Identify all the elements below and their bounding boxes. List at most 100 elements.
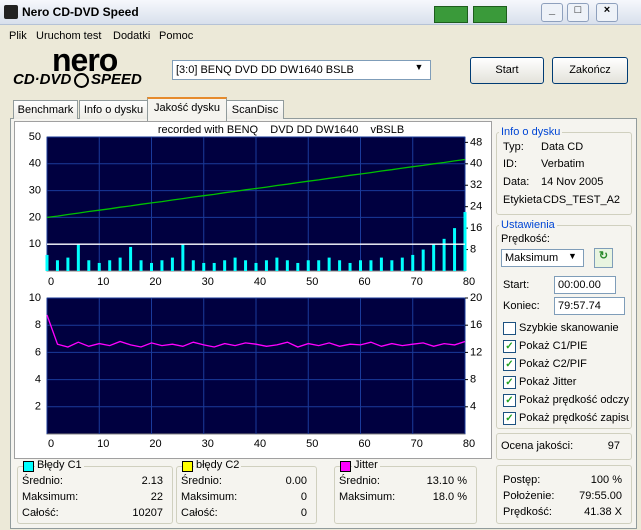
speed-label: Prędkość: bbox=[501, 233, 550, 245]
dropdown-arrow[interactable]: ▼ bbox=[414, 62, 424, 72]
bar bbox=[233, 257, 237, 271]
bar bbox=[129, 246, 133, 271]
bar bbox=[223, 260, 227, 271]
y2-tick-label: 40 bbox=[470, 158, 482, 170]
bar bbox=[285, 260, 289, 271]
logo-product: SPEED bbox=[91, 71, 142, 88]
bar bbox=[359, 260, 362, 271]
x-tick-label: 80 bbox=[463, 438, 475, 450]
bar bbox=[87, 260, 91, 271]
bar bbox=[400, 257, 404, 271]
bar bbox=[390, 260, 394, 271]
checkbox[interactable] bbox=[503, 322, 516, 335]
x-tick-label: 20 bbox=[149, 438, 161, 450]
bar bbox=[150, 262, 153, 271]
checkbox-label[interactable]: Pokaż prędkość odczy bbox=[519, 394, 629, 406]
group-title: Info o dysku bbox=[499, 126, 563, 138]
progress-label: Prędkość: bbox=[503, 506, 552, 518]
menu-item[interactable]: Uruchom test bbox=[36, 30, 102, 42]
dropdown-arrow[interactable]: ▼ bbox=[568, 251, 577, 261]
bar bbox=[442, 238, 446, 271]
tab[interactable]: Jakość dysku bbox=[147, 97, 227, 121]
title-bar bbox=[0, 0, 641, 25]
start-input[interactable]: 00:00.00 bbox=[554, 276, 616, 294]
stat-value: 0.00 bbox=[285, 475, 307, 487]
progress-box bbox=[496, 465, 632, 524]
info-label: Typ: bbox=[503, 141, 524, 153]
y-tick-label: 2 bbox=[35, 401, 41, 413]
logo-product: CD·DVD bbox=[13, 71, 72, 88]
bar bbox=[348, 262, 352, 271]
logo-brand: nero bbox=[52, 42, 118, 78]
checkbox-label[interactable]: Pokaż C2/PIF bbox=[519, 358, 587, 370]
bar bbox=[66, 257, 70, 271]
x-tick-label: 10 bbox=[97, 276, 109, 288]
y-tick-label: 10 bbox=[29, 238, 41, 250]
y2-tick-label: 4 bbox=[470, 401, 476, 413]
bar bbox=[170, 257, 174, 271]
info-label: ID: bbox=[503, 158, 518, 170]
bar bbox=[139, 260, 143, 271]
menu-item[interactable]: Dodatki bbox=[113, 30, 151, 42]
stat-value: 13.10 % bbox=[426, 475, 467, 487]
x-tick-label: 30 bbox=[202, 276, 214, 288]
checkbox[interactable]: ✓ bbox=[503, 376, 516, 389]
y-tick-label: 6 bbox=[35, 346, 41, 358]
bar bbox=[369, 260, 373, 271]
x-tick-label: 50 bbox=[306, 438, 318, 450]
checkbox-label[interactable]: Pokaż prędkość zapisu bbox=[519, 412, 629, 424]
bar bbox=[421, 249, 425, 271]
stat-label: Całość: bbox=[22, 507, 59, 519]
start-label: Start: bbox=[503, 279, 530, 291]
menu-item[interactable]: Pomoc bbox=[159, 30, 194, 42]
y2-tick-label: 24 bbox=[470, 201, 482, 213]
menu-item[interactable]: Plik bbox=[9, 30, 27, 42]
bar bbox=[97, 262, 101, 271]
checkbox[interactable]: ✓ bbox=[503, 340, 516, 353]
x-tick-label: 70 bbox=[411, 438, 423, 450]
x-tick-label: 30 bbox=[202, 438, 214, 450]
info-value: 14 Nov 2005 bbox=[541, 176, 604, 188]
x-tick-label: 40 bbox=[254, 276, 266, 288]
x-tick-label: 60 bbox=[358, 438, 370, 450]
checkbox[interactable]: ✓ bbox=[503, 394, 516, 407]
close-button[interactable]: × bbox=[596, 3, 618, 22]
toolbar-icon[interactable] bbox=[473, 6, 507, 23]
maximize-button[interactable]: □ bbox=[567, 3, 589, 22]
stats-box bbox=[334, 466, 477, 524]
stat-label: Całość: bbox=[181, 507, 218, 519]
bar bbox=[379, 257, 383, 271]
stop-button[interactable]: Zakończ bbox=[552, 57, 628, 84]
x-tick-label: 0 bbox=[48, 438, 54, 450]
speed-select[interactable]: Maksimum bbox=[501, 249, 584, 267]
bar bbox=[160, 260, 164, 271]
bar bbox=[463, 212, 467, 271]
stat-value: 0 bbox=[300, 507, 307, 519]
tab[interactable]: ScanDisc bbox=[226, 100, 284, 119]
refresh-button[interactable]: ↻ bbox=[594, 248, 613, 268]
checkbox[interactable]: ✓ bbox=[503, 412, 516, 425]
toolbar-icon[interactable] bbox=[434, 6, 468, 23]
y-tick-label: 20 bbox=[29, 211, 41, 223]
bar bbox=[55, 260, 59, 271]
drive-select[interactable]: [3:0] BENQ DVD DD DW1640 BSLB bbox=[172, 60, 431, 80]
minimize-button[interactable]: _ bbox=[541, 3, 563, 22]
checkbox-label[interactable]: Pokaż C1/PIE bbox=[519, 340, 588, 352]
checkbox[interactable]: ✓ bbox=[503, 358, 516, 371]
tab[interactable]: Info o dysku bbox=[79, 100, 148, 119]
legend-swatch bbox=[23, 461, 34, 472]
bar bbox=[317, 260, 321, 271]
stat-label: Średnio: bbox=[22, 475, 63, 487]
start-button[interactable]: Start bbox=[470, 57, 544, 84]
end-input[interactable]: 79:57.74 bbox=[554, 297, 625, 315]
progress-value: 100 % bbox=[590, 474, 622, 486]
info-value: CDS_TEST_A2 bbox=[543, 194, 621, 206]
tab[interactable]: Benchmark bbox=[13, 100, 78, 119]
checkbox-label[interactable]: Pokaż Jitter bbox=[519, 376, 577, 388]
legend-swatch bbox=[340, 461, 351, 472]
checkbox-label[interactable]: Szybkie skanowanie bbox=[519, 322, 619, 334]
bar bbox=[212, 262, 216, 271]
stat-value: 0 bbox=[300, 491, 307, 503]
legend-label: Błędy C1 bbox=[35, 459, 84, 471]
